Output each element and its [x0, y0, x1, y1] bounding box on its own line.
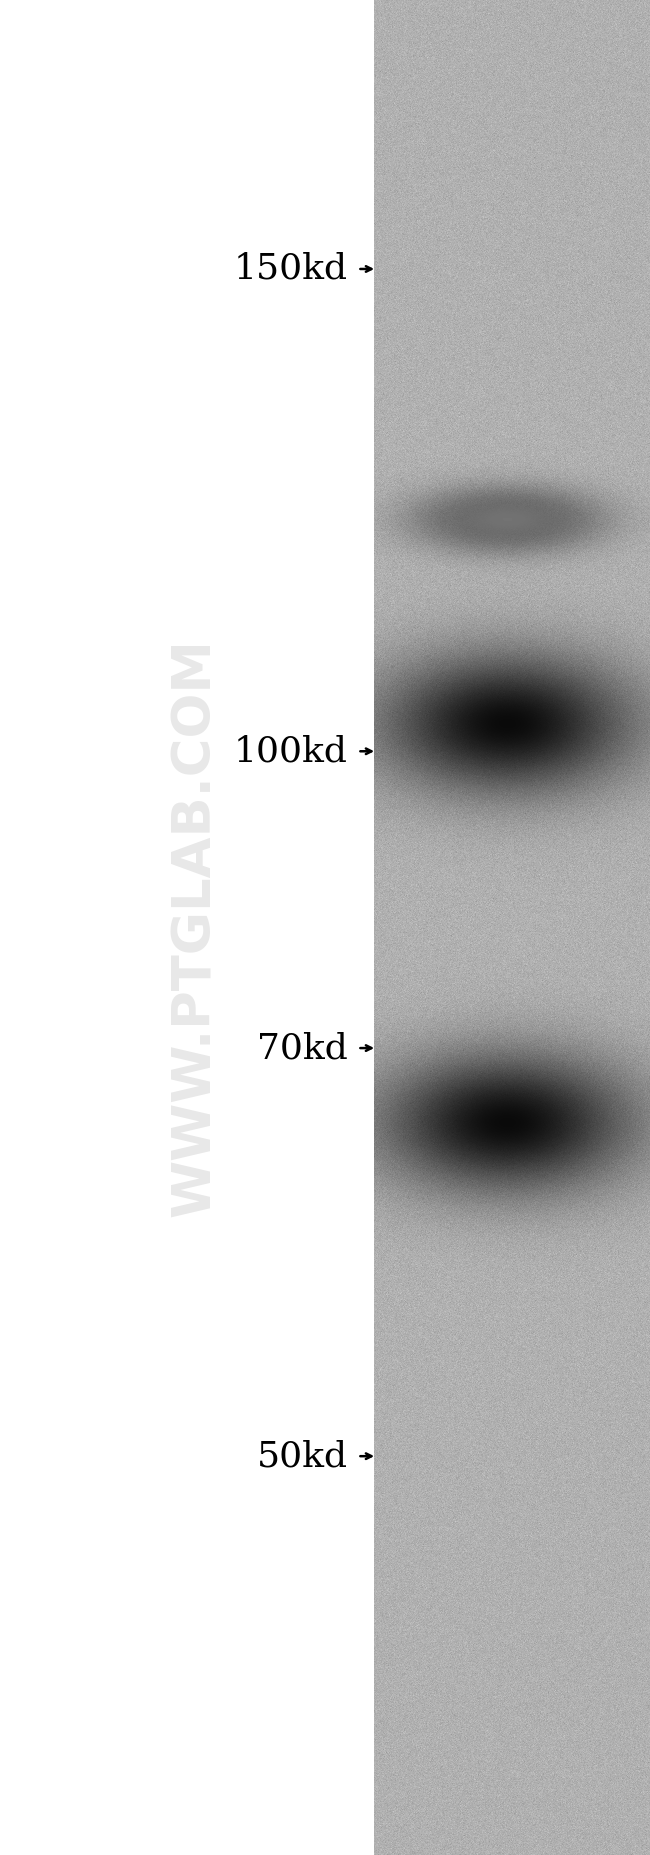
- Text: 150kd: 150kd: [234, 252, 348, 286]
- Text: 100kd: 100kd: [234, 735, 348, 768]
- Text: 50kd: 50kd: [257, 1439, 348, 1473]
- Text: WWW.PTGLAB.COM: WWW.PTGLAB.COM: [169, 638, 221, 1217]
- Bar: [0, 0, 374, 1855]
- Text: 70kd: 70kd: [257, 1031, 348, 1065]
